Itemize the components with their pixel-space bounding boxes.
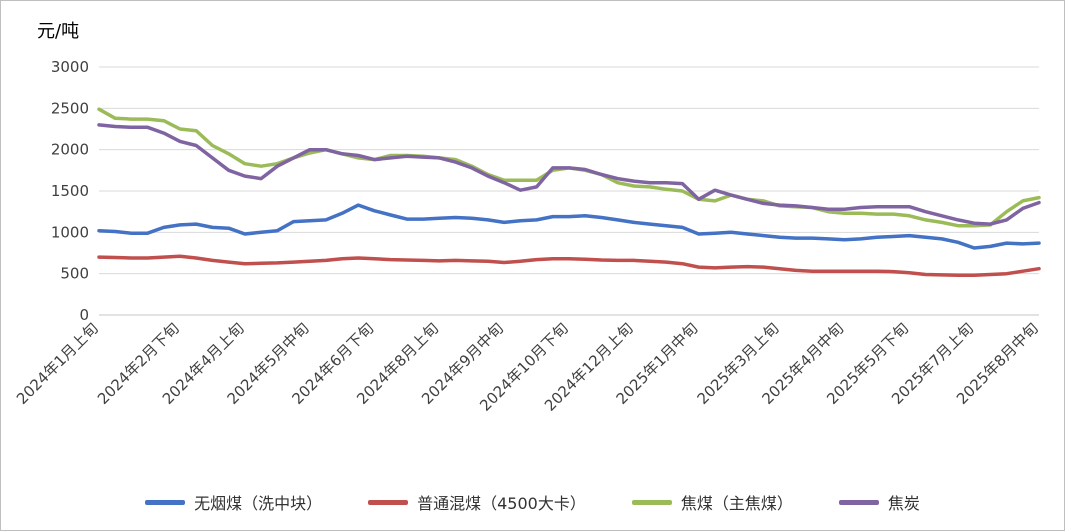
y-axis-tick-label: 3000 [51,58,89,76]
gridlines: 0 500 1000 1500 2000 2500 3000 [51,58,1039,324]
y-axis-tick-label: 2000 [51,141,89,159]
legend-label: 焦炭 [887,494,920,513]
legend-swatch-icon [838,499,879,505]
x-axis-tick-label: 2024年1月上旬 [13,319,102,408]
y-axis-tick-label: 1500 [51,182,89,200]
y-axis-tick-label: 500 [60,265,89,283]
chart-legend: 无烟煤（洗中块） 普通混煤（4500大卡） 焦煤（主焦煤） 焦炭 [1,490,1064,514]
line-chart: 0 500 1000 1500 2000 2500 3000 2024年1月上旬2024年2月… [13,58,1042,415]
legend-item-3[interactable]: 焦炭 [838,490,920,514]
y-axis-tick-label: 2500 [51,99,89,117]
legend-item-1[interactable]: 普通混煤（4500大卡） [368,490,586,514]
y-axis-tick-label: 0 [79,306,89,324]
legend-swatch-icon [368,499,409,505]
legend-item-0[interactable]: 无烟煤（洗中块） [145,490,322,514]
series-line-1 [97,254,1041,278]
legend-swatch-icon [145,499,186,505]
legend-label: 普通混煤（4500大卡） [417,494,586,513]
legend-label: 焦煤（主焦煤） [680,494,793,513]
legend-item-2[interactable]: 焦煤（主焦煤） [631,490,793,514]
legend-label: 无烟煤（洗中块） [194,494,323,513]
series-line-0 [97,203,1041,250]
y-axis-unit-label: 元/吨 [37,21,80,42]
legend-swatch-icon [631,499,672,505]
series-line-3 [97,123,1041,226]
y-axis-tick-label: 1000 [51,223,89,241]
x-axis-tick-labels: 2024年1月上旬2024年2月下旬2024年4月上旬2024年5月中旬2024… [13,319,1042,415]
